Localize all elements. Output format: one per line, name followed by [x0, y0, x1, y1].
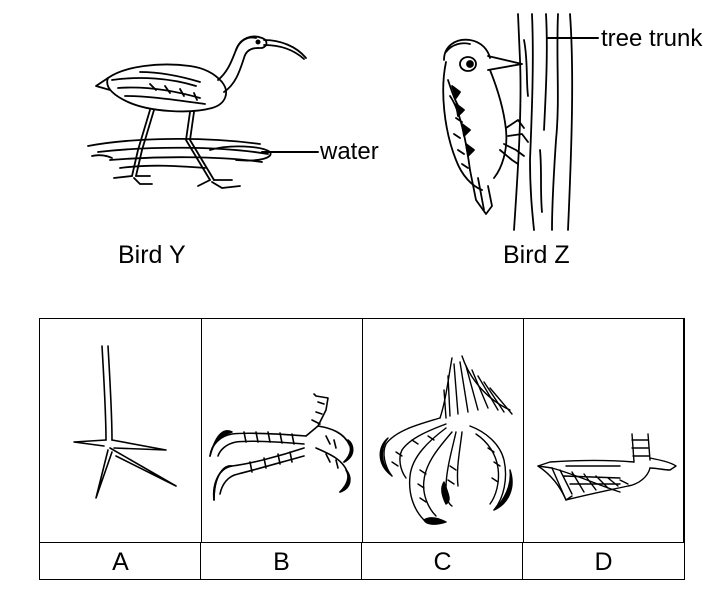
- foot-cell-a: [40, 319, 202, 542]
- option-letter-d: D: [594, 548, 613, 576]
- feet-options-table: A B C D: [39, 318, 685, 580]
- foot-cell-b: [201, 319, 363, 542]
- foot-cell-d: [523, 319, 684, 542]
- tree-trunk-callout-label: tree trunk: [601, 25, 703, 52]
- foot-cell-c: [362, 319, 524, 542]
- option-letter-c: C: [433, 548, 452, 576]
- bird-z-label: Bird Z: [503, 241, 570, 269]
- bird-y-label: Bird Y: [118, 241, 186, 269]
- option-letter-b: B: [273, 548, 290, 576]
- option-letters-row: A B C D: [40, 542, 684, 580]
- option-letter-a: A: [112, 548, 129, 576]
- water-callout-label: water: [320, 138, 379, 165]
